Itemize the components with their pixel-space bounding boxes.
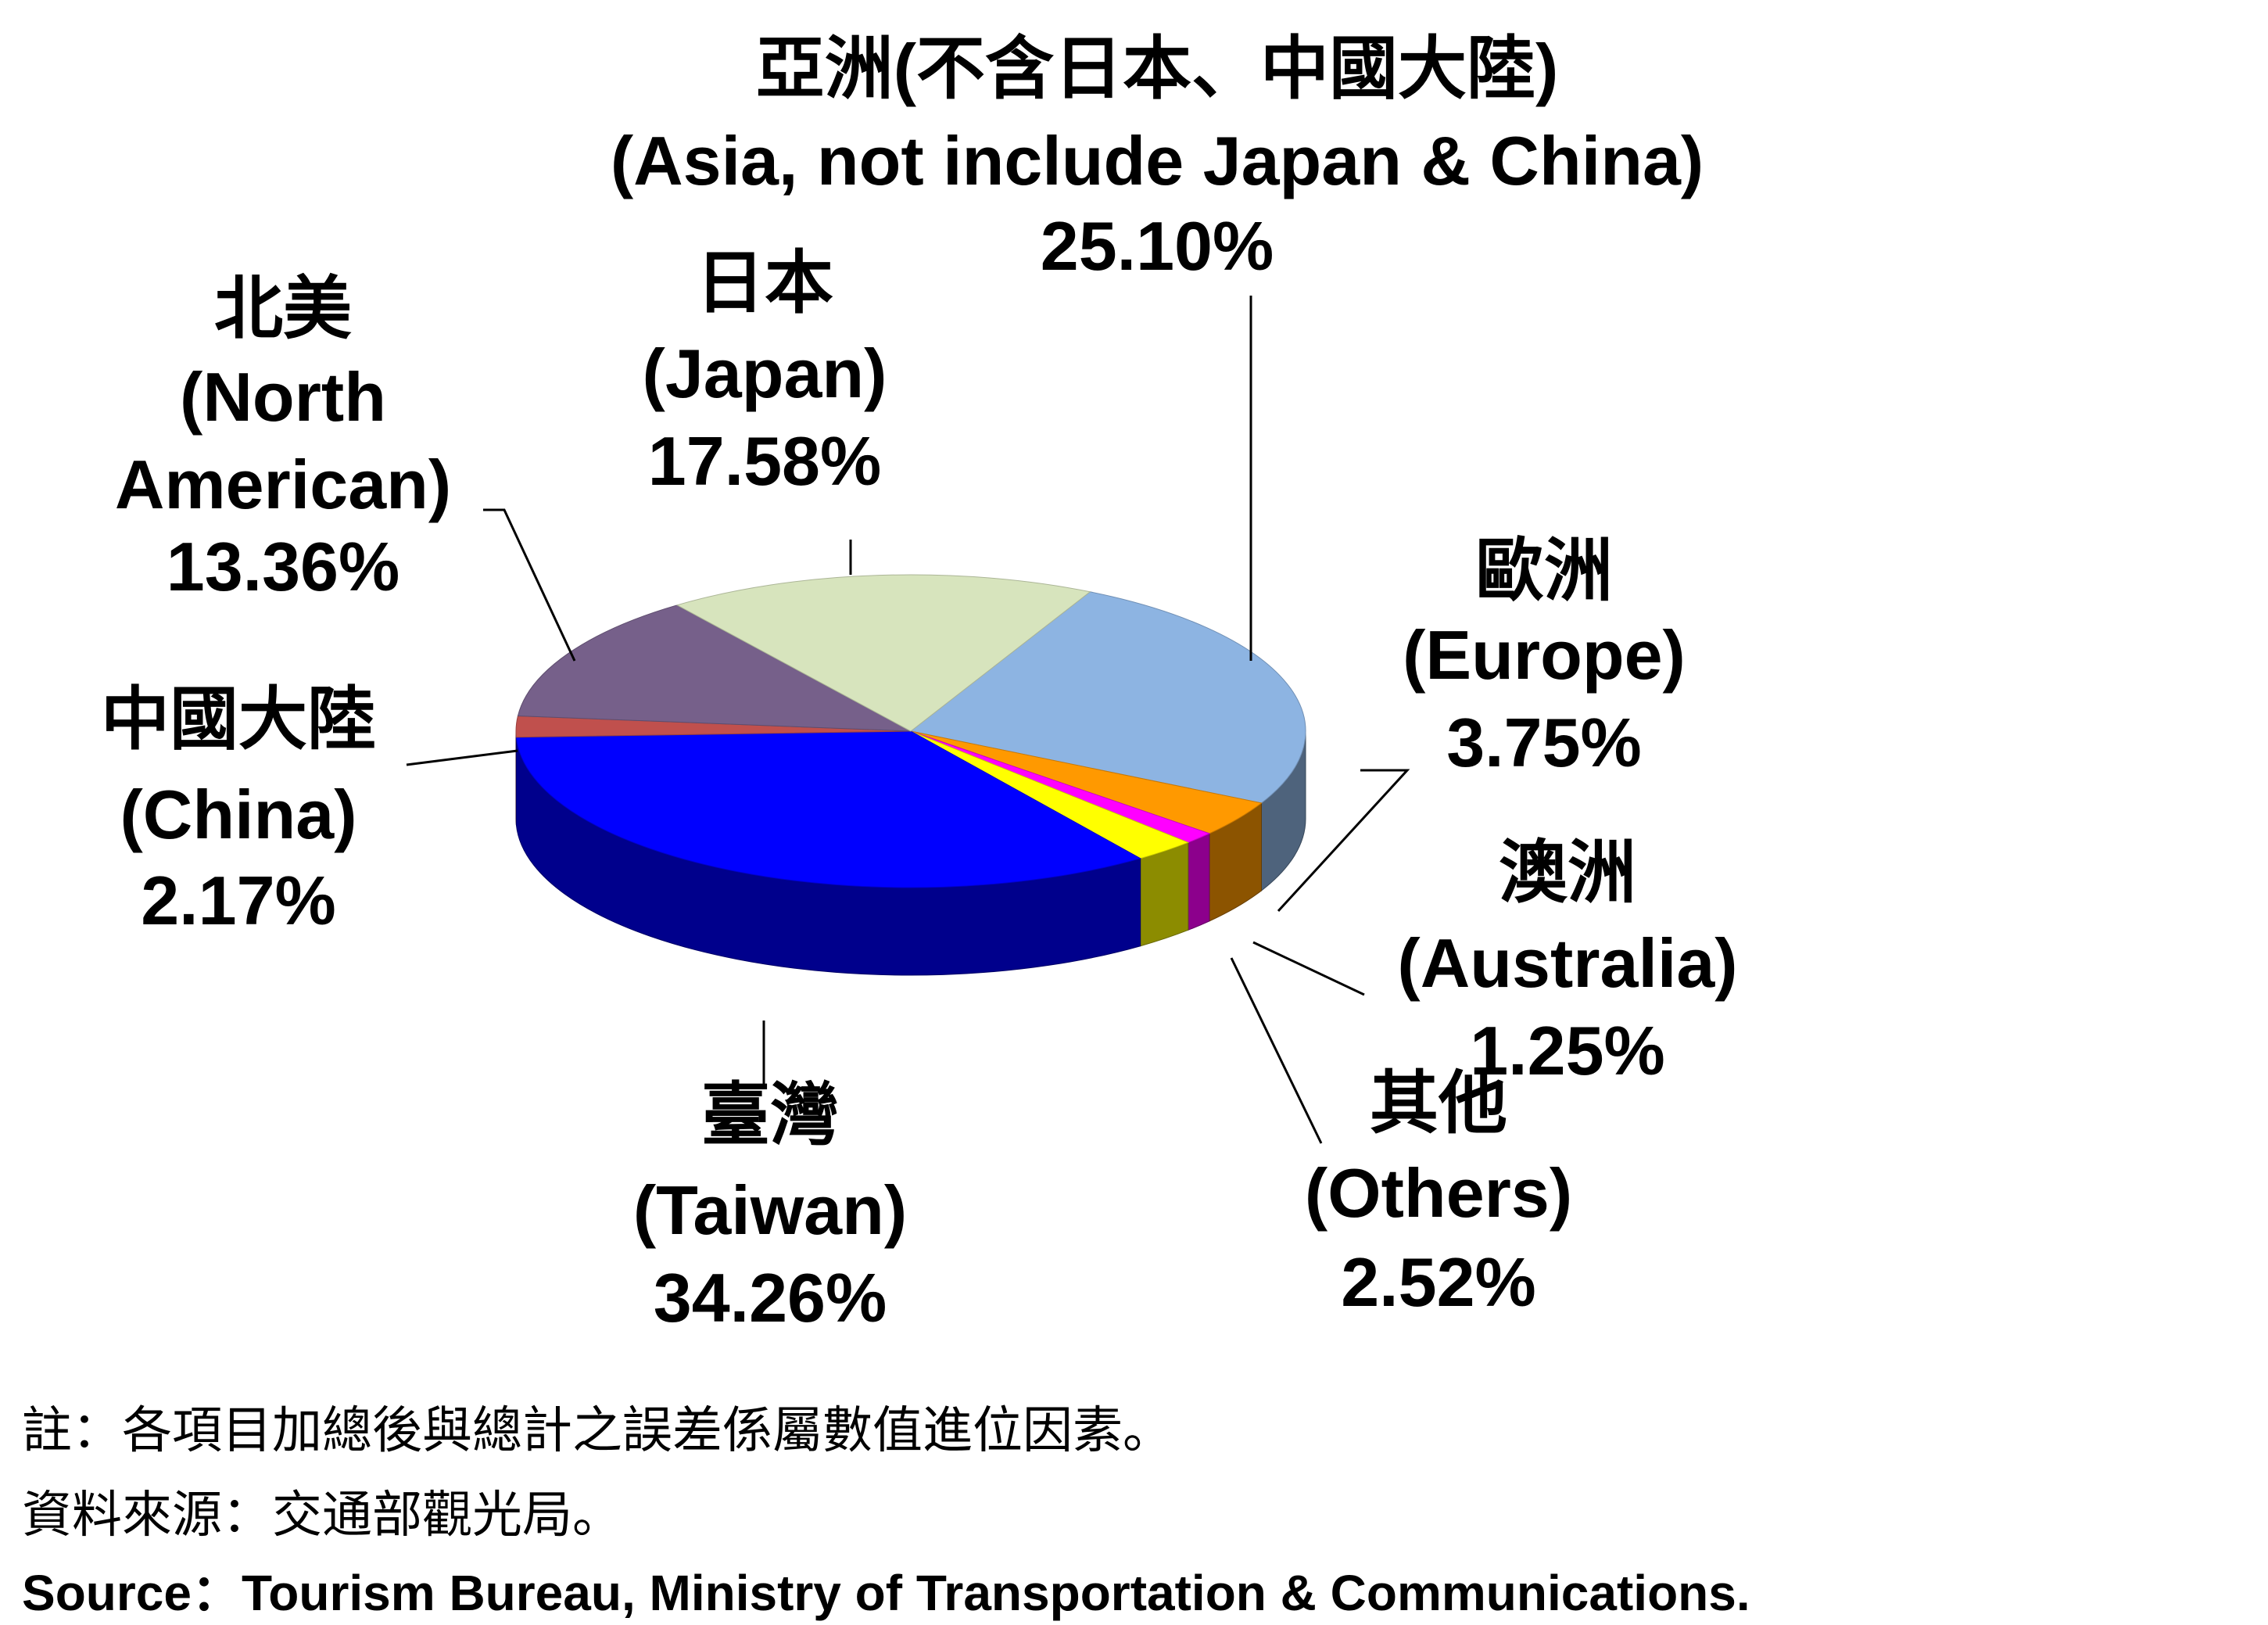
label-line: (Japan) bbox=[643, 335, 887, 412]
label-line: (Taiwan) bbox=[633, 1171, 907, 1249]
pie-top-faces bbox=[516, 575, 1306, 888]
label-line: 17.58% bbox=[648, 422, 881, 500]
leader-line-north-american bbox=[483, 510, 575, 661]
label-line: 25.10% bbox=[1041, 207, 1274, 285]
label-taiwan: 臺灣 (Taiwan) 34.26% bbox=[633, 1076, 907, 1336]
label-line: 34.26% bbox=[654, 1259, 887, 1336]
label-line: American) bbox=[115, 446, 451, 523]
label-line: 歐洲 bbox=[1475, 532, 1613, 609]
label-line: (Asia, not include Japan & China) bbox=[611, 122, 1704, 199]
label-line: 其他 bbox=[1370, 1064, 1507, 1142]
leader-line-australia bbox=[1253, 942, 1364, 995]
label-japan: 日本 (Japan) 17.58% bbox=[643, 244, 887, 500]
footnote-rounding-note: 註：各項目加總後與總計之誤差係屬數值進位因素。 bbox=[22, 1390, 1173, 1462]
label-line: 澳洲 bbox=[1499, 834, 1636, 911]
label-europe: 歐洲(Europe) 3.75% bbox=[1403, 532, 1686, 781]
label-australia: 澳洲(Australia)1.25% bbox=[1397, 834, 1737, 1089]
label-line: (Europe) bbox=[1403, 616, 1686, 694]
label-line: 2.17% bbox=[141, 862, 336, 939]
footnote-source-en: Source：Tourism Bureau, Ministry of Trans… bbox=[22, 1553, 1750, 1625]
label-line: 中國大陸 bbox=[101, 680, 376, 758]
pie-side-others bbox=[1141, 842, 1188, 945]
label-china: 中國大陸 (China) 2.17% bbox=[101, 680, 376, 939]
label-line: 3.75% bbox=[1446, 704, 1642, 781]
leader-line-china bbox=[407, 751, 518, 765]
label-line: 臺灣 bbox=[701, 1076, 839, 1153]
label-north-american: 北美 (North American)13.36% bbox=[115, 270, 451, 605]
label-line: 2.52% bbox=[1341, 1243, 1536, 1321]
label-line: 亞洲(不含日本、中國大陸) bbox=[756, 30, 1559, 107]
label-line: (Australia) bbox=[1397, 924, 1737, 1002]
pie-side-australia bbox=[1188, 834, 1209, 930]
footnote-source-zh: 資料來源：交通部觀光局。 bbox=[22, 1475, 622, 1547]
label-others: 其他 (Others) 2.52% bbox=[1305, 1064, 1572, 1321]
label-line: 北美 bbox=[214, 270, 352, 347]
leader-line-others bbox=[1231, 958, 1321, 1143]
label-line: (China) bbox=[120, 776, 357, 853]
label-line: 日本 bbox=[696, 244, 833, 321]
label-line: 13.36% bbox=[167, 528, 399, 605]
label-line: (North bbox=[180, 358, 386, 436]
label-line: (Others) bbox=[1305, 1154, 1572, 1232]
